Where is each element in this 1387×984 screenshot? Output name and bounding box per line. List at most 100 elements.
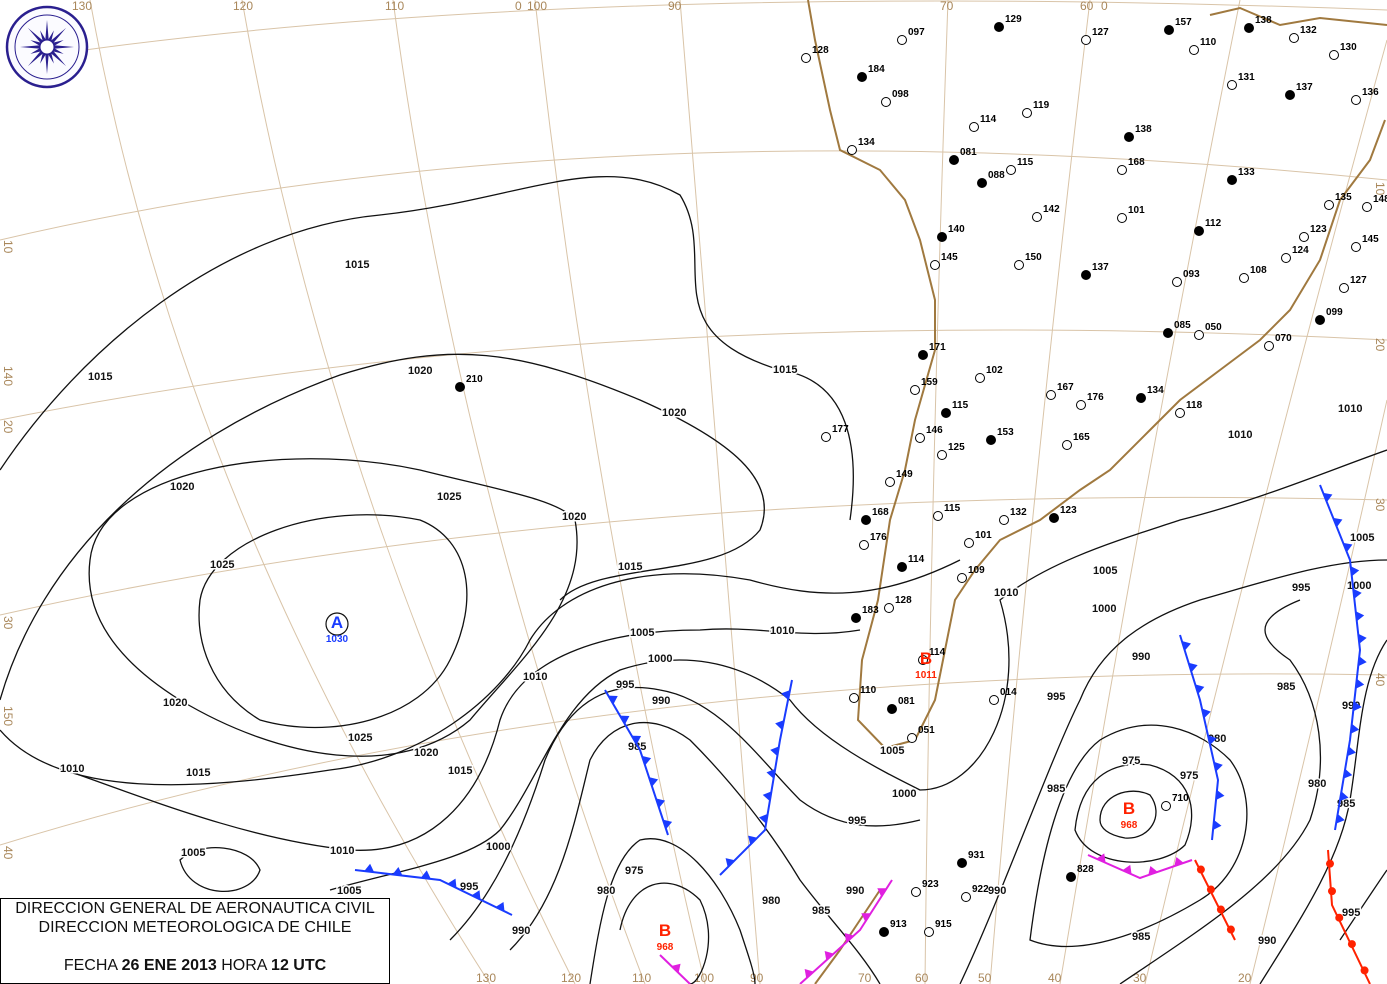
cold-front-symbol (619, 715, 630, 725)
warm-front-semicircle (1196, 865, 1205, 874)
station-plot: 127 (1081, 27, 1109, 45)
grid-label-top: 90 (668, 0, 682, 13)
occluded-front-symbol (824, 951, 834, 961)
grid-label-left: 140 (1, 366, 15, 386)
cloud-cover-icon (1339, 283, 1349, 293)
cloud-cover-icon (1194, 226, 1204, 236)
station-pressure: 134 (1147, 385, 1164, 396)
station-plot: 134 (1136, 385, 1164, 403)
logo-sun-ray (20, 45, 41, 49)
warm-front-semicircle (1226, 925, 1235, 934)
isobar-label: 985 (1132, 931, 1150, 943)
station-plot: 128 (884, 595, 912, 613)
cold-front-symbol (648, 777, 659, 787)
cloud-cover-icon (1117, 213, 1127, 223)
station-plot: 132 (1289, 25, 1317, 43)
warm-front-semicircle (1327, 887, 1336, 896)
cloud-cover-icon (1244, 23, 1254, 33)
grid-label-bottom: 110 (632, 971, 651, 984)
cold-front-symbol (770, 746, 779, 757)
low-pressure-center: B 968 (657, 921, 674, 953)
warm-front-semicircle (1335, 913, 1344, 922)
cloud-cover-icon (1032, 212, 1042, 222)
station-plot: 114 (969, 114, 997, 132)
cloud-cover-icon (937, 232, 947, 242)
isobar-label: 975 (1180, 770, 1198, 782)
occluded-front-symbol (861, 913, 871, 922)
isobar-label: 1010 (60, 763, 84, 775)
grid-label-top: 110 (385, 0, 404, 13)
isobar-label: 1020 (414, 747, 438, 759)
occluded-front-symbol (877, 888, 887, 897)
station-plot: 098 (881, 89, 909, 107)
station-pressure: 102 (986, 365, 1003, 376)
isobar-label: 1025 (348, 732, 372, 744)
isobar-label: 1015 (448, 765, 472, 777)
station-pressure: 099 (1326, 307, 1343, 318)
cloud-cover-icon (897, 35, 907, 45)
cloud-cover-icon (999, 515, 1009, 525)
isobar-label: 1005 (1350, 532, 1374, 544)
station-plot: 828 (1066, 864, 1094, 882)
cloud-cover-icon (1124, 132, 1134, 142)
isobar-label: 1010 (523, 671, 547, 683)
station-plot: 014 (989, 687, 1017, 705)
cloud-cover-icon (961, 892, 971, 902)
station-pressure: 129 (1005, 14, 1022, 25)
logo-sun-ray (47, 52, 54, 64)
station-pressure: 171 (929, 342, 946, 353)
isobar-label: 990 (652, 695, 670, 707)
station-pressure: 184 (868, 64, 885, 75)
isobar-label: 985 (1047, 783, 1065, 795)
cold-front-symbol (1355, 611, 1365, 622)
station-plot: 088 (977, 170, 1005, 188)
grid-label-top: 100 (527, 0, 547, 13)
isobar-label: 995 (1292, 582, 1310, 594)
cloud-cover-icon (910, 385, 920, 395)
station-plot: 081 (887, 696, 915, 714)
cloud-cover-icon (861, 515, 871, 525)
cloud-cover-icon (897, 562, 907, 572)
cloud-cover-icon (1066, 872, 1076, 882)
station-pressure: 114 (929, 647, 946, 658)
station-pressure: 153 (997, 427, 1014, 438)
station-pressure: 138 (1135, 124, 1152, 135)
cloud-cover-icon (1194, 330, 1204, 340)
isobar-label: 990 (846, 885, 864, 897)
logo-sun-ray (50, 27, 67, 44)
station-plot: 102 (975, 365, 1003, 383)
cold-front-symbol (1336, 813, 1345, 824)
cloud-cover-icon (1022, 108, 1032, 118)
grid-label-top: 0 (1101, 0, 1108, 13)
station-pressure: 115 (944, 503, 961, 514)
station-plot: 114 (918, 647, 946, 665)
cloud-cover-icon (1062, 440, 1072, 450)
cloud-cover-icon (1264, 341, 1274, 351)
station-pressure: 165 (1073, 432, 1090, 443)
isobar-label: 1025 (437, 491, 461, 503)
station-plot: 168 (861, 507, 889, 525)
cloud-cover-icon (1164, 25, 1174, 35)
grid-label-top: 120 (233, 0, 253, 13)
logo-sun-ray (50, 50, 67, 67)
occluded-front-symbol (844, 933, 854, 943)
station-plot: 137 (1285, 82, 1313, 100)
station-plot: 710 (1161, 793, 1189, 811)
station-plot: 138 (1124, 124, 1152, 142)
station-pressure: 127 (1092, 27, 1109, 38)
cloud-cover-icon (957, 573, 967, 583)
center-pressure: 1011 (915, 670, 937, 681)
station-pressure: 115 (1017, 157, 1034, 168)
cloud-cover-icon (1006, 165, 1016, 175)
station-pressure: 123 (1310, 224, 1327, 235)
station-pressure: 070 (1275, 333, 1292, 344)
cloud-cover-icon (930, 260, 940, 270)
station-plot: 136 (1351, 87, 1379, 105)
cloud-cover-icon (941, 408, 951, 418)
station-plot: 131 (1227, 72, 1255, 90)
cloud-cover-icon (1046, 390, 1056, 400)
station-plot: 159 (910, 377, 938, 395)
cloud-cover-icon (1289, 33, 1299, 43)
logo-sun-ray (40, 52, 47, 64)
